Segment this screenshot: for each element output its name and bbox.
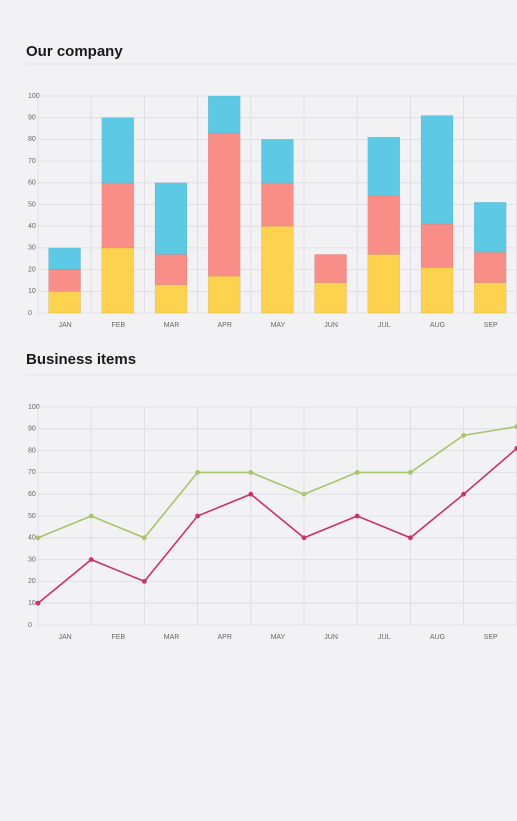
point [35, 600, 41, 606]
y-tick-label: 0 [28, 310, 32, 317]
y-tick-label: 30 [28, 245, 36, 252]
bar-segment [367, 136, 401, 197]
chart-title: Business items [26, 351, 136, 368]
x-tick-label: AUG [430, 322, 445, 329]
bar-segment [48, 247, 81, 270]
y-tick-label: 30 [28, 556, 36, 563]
point [248, 470, 254, 475]
x-tick-label: AUG [430, 634, 445, 641]
point [408, 470, 413, 475]
x-tick-label: FEB [111, 634, 125, 641]
y-tick-label: 100 [28, 93, 40, 100]
x-tick-label: SEP [484, 634, 498, 641]
x-tick-label: MAR [164, 634, 180, 641]
y-tick-label: 50 [28, 513, 36, 520]
y-tick-label: 100 [28, 404, 40, 411]
point [142, 535, 147, 541]
bar-segment [473, 202, 507, 253]
point [514, 446, 517, 451]
bar-segment [261, 182, 294, 227]
y-tick-label: 50 [28, 201, 36, 208]
y-tick-label: 20 [28, 266, 36, 273]
point [248, 491, 254, 497]
bar-segment [154, 182, 188, 255]
bar-segment [261, 225, 294, 314]
point [88, 557, 94, 562]
point [88, 513, 94, 519]
bar-segment [101, 117, 135, 184]
bar-segment [420, 115, 454, 225]
y-tick-label: 80 [28, 136, 36, 143]
x-tick-label: APR [217, 322, 231, 329]
bar-segment [420, 223, 454, 268]
bar-segment [101, 182, 135, 249]
point [354, 470, 360, 475]
point [301, 491, 307, 497]
point [301, 535, 307, 541]
x-tick-label: MAY [271, 322, 286, 329]
bar-segment [207, 275, 241, 314]
bar-segment [207, 95, 241, 134]
x-tick-label: JAN [58, 322, 71, 329]
bar-segment [473, 251, 507, 283]
x-tick-label: MAY [271, 634, 286, 641]
y-tick-label: 90 [28, 115, 36, 122]
point [461, 432, 466, 438]
x-tick-label: JUL [378, 634, 391, 641]
y-tick-label: 10 [28, 600, 36, 607]
y-tick-label: 0 [28, 622, 32, 629]
y-tick-label: 10 [28, 288, 36, 295]
bar-segment [101, 247, 135, 314]
bar-segment [420, 267, 454, 314]
y-tick-label: 70 [28, 469, 36, 476]
y-tick-label: 90 [28, 426, 36, 433]
chart-title: Our company [26, 43, 123, 60]
point [195, 470, 201, 475]
y-tick-label: 40 [28, 223, 36, 230]
y-tick-label: 60 [28, 491, 36, 498]
bar-segment [314, 282, 347, 314]
y-tick-label: 20 [28, 578, 36, 585]
bar-segment [207, 132, 241, 277]
x-tick-label: JUN [324, 322, 338, 329]
x-tick-label: JUN [324, 634, 338, 641]
bar-segment [261, 139, 294, 184]
x-tick-label: APR [217, 634, 231, 641]
bar-segment [314, 254, 347, 283]
y-tick-label: 70 [28, 158, 36, 165]
point [354, 513, 360, 519]
bar-segment [367, 195, 401, 255]
point [408, 535, 413, 541]
bar-segment [473, 282, 507, 314]
bar-segment [154, 284, 188, 314]
point [35, 535, 41, 541]
bar-segment [48, 291, 81, 314]
x-tick-label: MAR [164, 322, 180, 329]
y-tick-label: 80 [28, 447, 36, 454]
y-tick-label: 60 [28, 180, 36, 187]
bar-segment [48, 269, 81, 292]
bar-segment [367, 254, 401, 314]
x-tick-label: JUL [378, 322, 391, 329]
x-tick-label: SEP [484, 322, 498, 329]
point [195, 513, 201, 519]
x-tick-label: FEB [111, 322, 125, 329]
bar-segment [154, 254, 188, 286]
x-tick-label: JAN [58, 634, 71, 641]
line [37, 425, 517, 539]
y-tick-label: 40 [28, 535, 36, 542]
point [142, 579, 147, 584]
point [514, 424, 517, 430]
line [37, 447, 517, 604]
point [461, 491, 466, 497]
